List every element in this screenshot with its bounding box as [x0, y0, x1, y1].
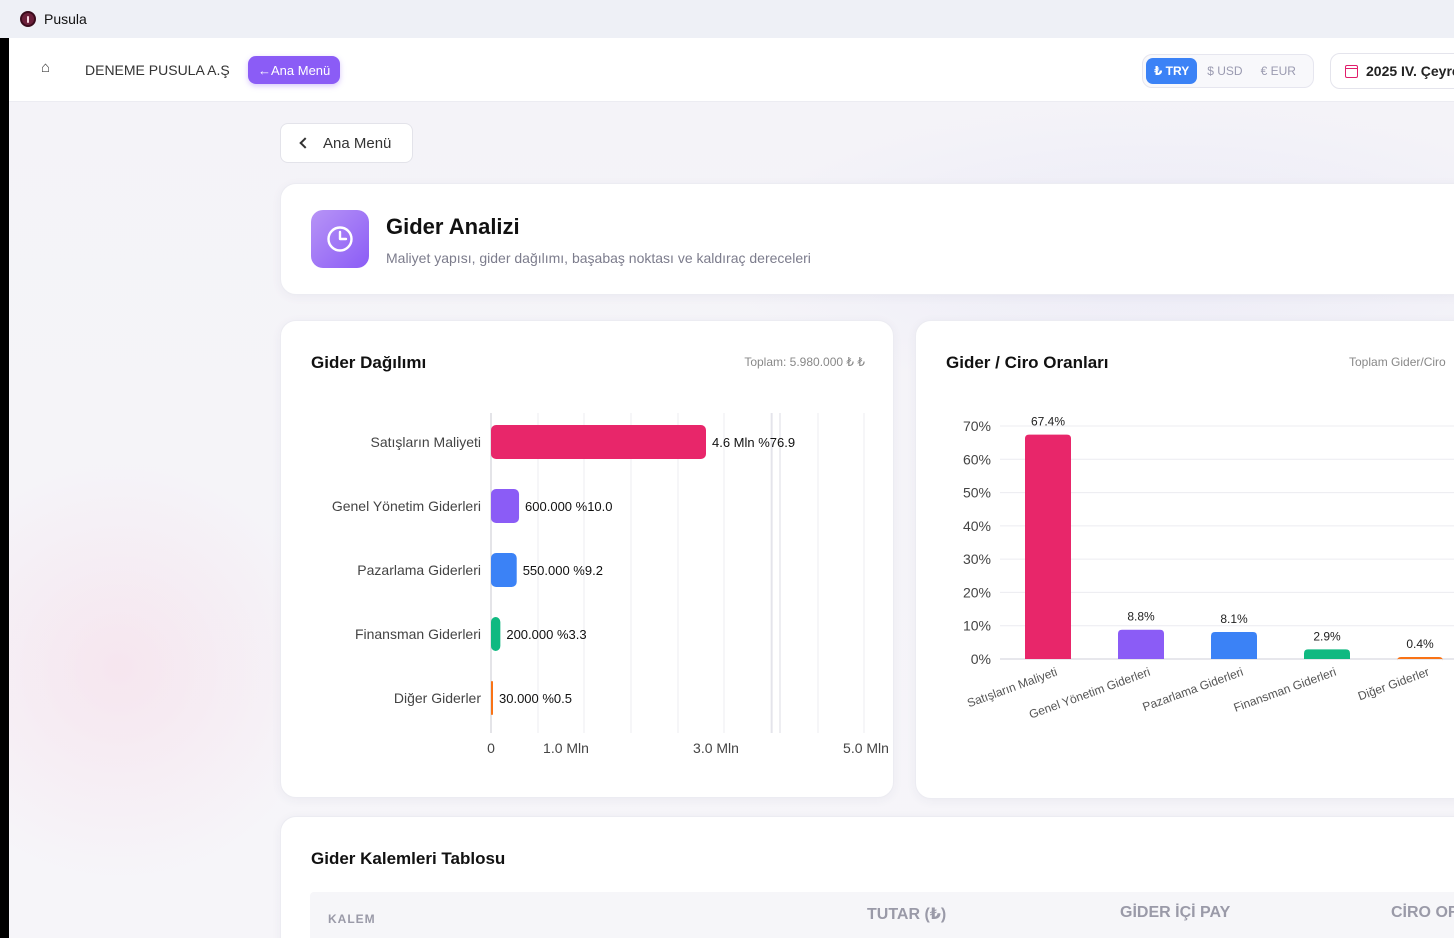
column-header-item[interactable]: KALEM	[328, 912, 376, 926]
expense-distribution-chart: Satışların Maliyeti 4.6 Mln %76.9 Genel Yö…	[332, 413, 889, 756]
x-tick-label: 1.0 Mln	[543, 740, 589, 756]
y-tick-label: 30%	[963, 551, 991, 567]
expense-ratio-card: Gider / Ciro Oranları Toplam Gider/Ciro …	[915, 320, 1454, 799]
back-to-menu-label: Ana Menü	[323, 134, 392, 152]
bar-value-label: 30.000 %0.5	[499, 691, 572, 706]
app-main: ⌂ DENEME PUSULA A.Ş ←Ana Menü ₺ TRY $ US…	[9, 38, 1454, 938]
table-header-row: KALEM TUTAR (₺) GİDER İÇİ PAY CİRO ORANI	[310, 892, 1454, 938]
home-icon[interactable]: ⌂	[41, 59, 51, 76]
period-selector[interactable]: 2025 IV. Çeyrek	[1330, 53, 1454, 89]
period-label: 2025 IV. Çeyrek	[1366, 63, 1454, 79]
category-label: Satışların Maliyeti	[371, 434, 481, 450]
page-title: Gider Analizi	[386, 214, 520, 239]
window-titlebar: Pusula	[0, 0, 1454, 38]
y-tick-label: 70%	[963, 418, 991, 434]
y-tick-label: 50%	[963, 485, 991, 501]
ratio-bar	[1304, 649, 1350, 659]
chevron-left-icon	[299, 137, 311, 149]
back-to-menu-button[interactable]: Ana Menü	[280, 123, 413, 163]
ratio-bar	[1211, 632, 1257, 659]
bar-value-label: 200.000 %3.3	[506, 627, 586, 642]
x-category-label: Finansman Giderleri	[1232, 665, 1338, 715]
page-subtitle: Maliyet yapısı, gider dağılımı, başabaş …	[386, 250, 811, 266]
table-title: Gider Kalemleri Tablosu	[311, 849, 506, 868]
main-menu-pill-label: ←Ana Menü	[258, 62, 331, 78]
ratio-bar	[1118, 629, 1164, 659]
bar-value-label: 550.000 %9.2	[523, 563, 603, 578]
page-header-card: Gider Analizi Maliyet yapısı, gider dağı…	[280, 183, 1454, 295]
bar-value-label: 600.000 %10.0	[525, 499, 612, 514]
expense-distribution-card: Gider Dağılımı Toplam: 5.980.000 ₺ ₺ Sat…	[280, 320, 894, 798]
expense-bar	[491, 425, 706, 459]
category-label: Pazarlama Giderleri	[357, 562, 481, 578]
currency-switcher: ₺ TRY $ USD € EUR	[1142, 54, 1314, 88]
ratio-bar	[1025, 434, 1071, 659]
x-category-label: Pazarlama Giderleri	[1141, 665, 1245, 714]
y-tick-label: 10%	[963, 618, 991, 634]
expense-items-table-card: Gider Kalemleri Tablosu KALEM TUTAR (₺) …	[280, 816, 1454, 938]
currency-try-button[interactable]: ₺ TRY	[1146, 58, 1198, 84]
bar-value-label: 8.1%	[1220, 612, 1248, 626]
x-tick-label: 0	[487, 740, 495, 756]
expense-bar	[491, 553, 517, 587]
y-tick-label: 0%	[971, 651, 991, 667]
window-edge	[0, 38, 9, 938]
category-label: Genel Yönetim Giderleri	[332, 498, 481, 514]
expense-bar	[491, 489, 520, 523]
currency-usd-button[interactable]: $ USD	[1207, 64, 1243, 78]
category-label: Diğer Giderler	[394, 690, 481, 706]
calendar-icon	[1345, 64, 1358, 78]
x-category-label: Diğer Giderler	[1356, 665, 1431, 704]
clock-icon	[311, 210, 369, 268]
y-tick-label: 60%	[963, 451, 991, 467]
top-header: ⌂ DENEME PUSULA A.Ş ←Ana Menü ₺ TRY $ US…	[9, 38, 1454, 102]
bar-value-label: 4.6 Mln %76.9	[712, 435, 795, 450]
bar-value-label: 2.9%	[1313, 629, 1341, 643]
expense-ratio-meta: Toplam Gider/Ciro	[1349, 355, 1446, 369]
expense-ratio-title: Gider / Ciro Oranları	[946, 353, 1109, 372]
bar-value-label: 67.4%	[1031, 415, 1065, 429]
x-tick-label: 5.0 Mln	[843, 740, 889, 756]
expense-ratio-chart: 0%10%20%30%40%50%60%70% 67.4%Satışların M…	[963, 415, 1454, 722]
column-header-share[interactable]: GİDER İÇİ PAY	[1120, 904, 1231, 921]
column-header-ratio[interactable]: CİRO ORANI	[1391, 904, 1454, 921]
y-tick-label: 40%	[963, 518, 991, 534]
page-content: Ana Menü Gider Analizi Maliyet yapısı, g…	[9, 102, 1454, 938]
expense-distribution-title: Gider Dağılımı	[311, 353, 427, 372]
column-header-amount[interactable]: TUTAR (₺)	[867, 906, 947, 923]
expense-total: Toplam: 5.980.000 ₺ ₺	[744, 355, 865, 369]
bar-value-label: 8.8%	[1127, 610, 1155, 624]
y-tick-label: 20%	[963, 584, 991, 600]
bar-value-label: 0.4%	[1406, 637, 1434, 651]
expense-bar	[491, 617, 501, 651]
x-tick-label: 3.0 Mln	[693, 740, 739, 756]
app-logo-icon	[20, 11, 36, 27]
expense-bar	[491, 681, 493, 715]
window-title: Pusula	[44, 11, 87, 27]
company-name[interactable]: DENEME PUSULA A.Ş	[85, 62, 230, 78]
ratio-bar	[1397, 657, 1443, 661]
currency-eur-button[interactable]: € EUR	[1260, 64, 1296, 78]
main-menu-pill-button[interactable]: ←Ana Menü	[248, 56, 341, 84]
category-label: Finansman Giderleri	[355, 626, 481, 642]
